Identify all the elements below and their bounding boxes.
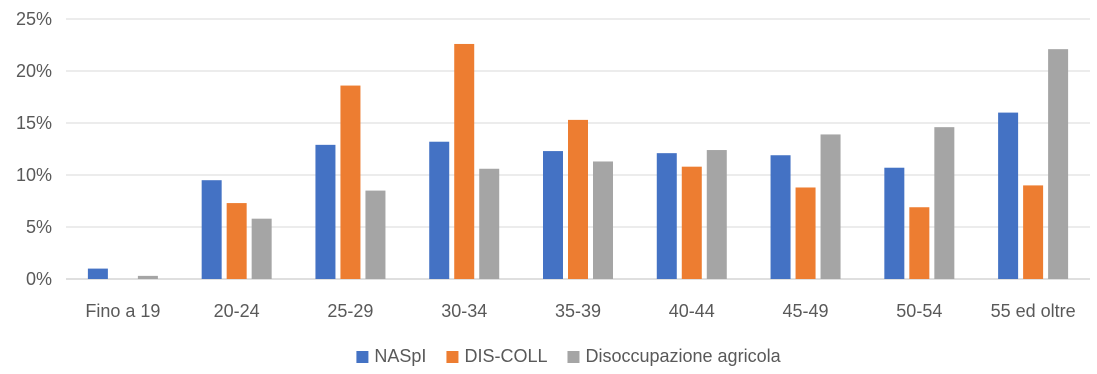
legend-swatch — [446, 351, 459, 363]
bar — [884, 167, 905, 279]
bar — [998, 112, 1019, 279]
bar — [770, 155, 791, 279]
x-tick-label: Fino a 19 — [85, 301, 160, 321]
y-tick-label: 20% — [16, 61, 52, 81]
bar — [365, 190, 386, 279]
y-axis-tick-labels: 0% 5% 10% 15% 20% 25% — [16, 9, 52, 289]
x-tick-label: 30-34 — [441, 301, 487, 321]
x-tick-label: 55 ed oltre — [991, 301, 1076, 321]
bar — [795, 187, 816, 279]
x-tick-label: 35-39 — [555, 301, 601, 321]
bar — [226, 203, 247, 279]
bar — [87, 268, 108, 279]
bar — [429, 141, 450, 279]
bar — [340, 85, 361, 279]
bar — [1048, 49, 1069, 279]
y-tick-label: 5% — [26, 217, 52, 237]
legend-item: Disoccupazione agricola — [567, 346, 782, 366]
legend-item: NASpI — [356, 346, 426, 366]
x-tick-label: 40-44 — [669, 301, 715, 321]
bar — [909, 207, 930, 279]
bar — [251, 218, 272, 279]
bar — [820, 134, 841, 279]
bar — [656, 153, 677, 279]
y-tick-label: 25% — [16, 9, 52, 29]
bar — [543, 151, 563, 279]
x-tick-label: 45-49 — [783, 301, 829, 321]
legend-label: Disoccupazione agricola — [585, 346, 781, 366]
legend-label: NASpI — [374, 346, 426, 366]
legend-label: DIS-COLL — [464, 346, 547, 366]
x-tick-label: 25-29 — [327, 301, 373, 321]
x-tick-label: 20-24 — [214, 301, 260, 321]
y-tick-label: 15% — [16, 113, 52, 133]
legend: NASpI DIS-COLL Disoccupazione agricola — [356, 346, 782, 366]
bar — [479, 168, 500, 279]
bar — [201, 180, 222, 279]
x-axis-tick-labels: Fino a 19 20-24 25-29 30-34 35-39 40-44 45-49 5… — [85, 301, 1075, 321]
bar — [706, 150, 727, 279]
y-tick-label: 0% — [26, 269, 52, 289]
x-tick-label: 50-54 — [896, 301, 942, 321]
legend-swatch — [567, 351, 580, 363]
bar — [454, 43, 475, 280]
bar — [681, 166, 702, 279]
legend-swatch — [356, 351, 369, 363]
y-tick-label: 10% — [16, 165, 52, 185]
legend-item: DIS-COLL — [446, 346, 547, 366]
bar — [315, 144, 336, 279]
bar — [934, 127, 955, 279]
bar — [137, 275, 158, 279]
bars — [87, 43, 1069, 280]
bar — [568, 119, 588, 279]
bar — [593, 161, 613, 279]
bar — [1023, 185, 1044, 279]
